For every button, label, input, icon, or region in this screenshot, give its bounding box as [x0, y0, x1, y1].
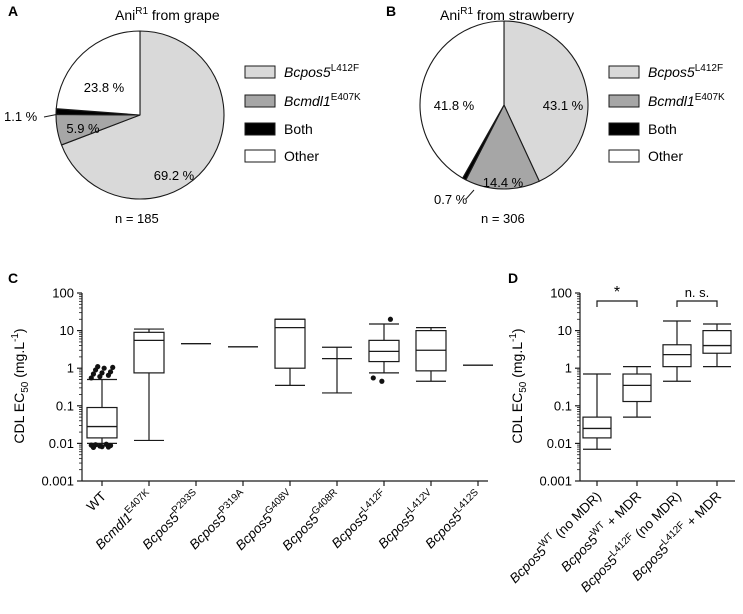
- pie-chart-strawberry: [419, 20, 589, 190]
- panel-letter-b: B: [386, 3, 396, 19]
- panel-c-box-6-outlier: [370, 375, 376, 381]
- pie-a-title-sup: R1: [135, 6, 148, 17]
- panel-d-bracket-label-0: *: [614, 284, 620, 301]
- pie-a-title-rest: from grape: [148, 7, 220, 23]
- panel-c-box-0-body: [86, 406, 118, 439]
- panel-d-ytick-label-1: 0.01: [547, 436, 572, 451]
- pie-b-slice-bcmdl1: [465, 104, 540, 190]
- panel-c-box-0-outlier: [90, 371, 97, 377]
- pie-b-slice-other: [419, 20, 505, 179]
- panel-c-box-0-outlier: [95, 364, 101, 370]
- boxplot-panel-c: 0.0010.010.1110100WTBcmdl1E407KBcpos5P29…: [41, 286, 493, 553]
- legend-b-swatch-other: [608, 149, 640, 163]
- panel-d-ytick-label-3: 1: [565, 361, 572, 376]
- panel-c-ytick-label-4: 10: [60, 323, 74, 338]
- pie-a-title: AniR1 from grape: [115, 6, 220, 23]
- panel-d-ytick-label-5: 100: [550, 286, 572, 301]
- pie-b-title-rest: from strawberry: [473, 7, 574, 23]
- legend-b-label-both: Both: [648, 121, 677, 137]
- legend-b-label-other: Other: [648, 148, 683, 164]
- panel-c-box-1-body: [133, 331, 165, 374]
- legend-a-swatch-bcmdl1: [244, 94, 276, 108]
- legend-b: Bcpos5L412F Bcmdl1E407K Both Other: [608, 63, 725, 164]
- pie-b-title: AniR1 from strawberry: [440, 6, 574, 23]
- pie-a-slice-bcpos5: [60, 30, 225, 200]
- legend-a-swatch-other: [244, 149, 276, 163]
- legend-a-label-bcmdl1: Bcmdl1E407K: [284, 92, 361, 109]
- panel-d-bracket-0: [596, 300, 638, 307]
- panel-c-box-0-outlier: [88, 375, 94, 381]
- legend-a-label-bcpos5: Bcpos5L412F: [284, 63, 359, 80]
- panel-d-box-0-body: [582, 416, 612, 439]
- panel-c-box-0-outlier: [99, 444, 105, 450]
- pie-b-n-label: n = 306: [481, 211, 525, 226]
- pie-b-both-leader: [465, 189, 475, 200]
- panel-c-ytick-label-1: 0.01: [49, 436, 74, 451]
- panel-d-ytick-label-0: 0.001: [539, 474, 572, 489]
- panel-c-box-0-outlier: [101, 365, 107, 371]
- panel-d-bracket-label-1: n. s.: [685, 285, 710, 300]
- pie-b-label-other: 41.8 %: [434, 98, 475, 113]
- pie-b-label-both: 0.7 %: [434, 192, 468, 207]
- panel-letter-c: C: [8, 270, 18, 286]
- legend-b-label-bcmdl1: Bcmdl1E407K: [648, 92, 725, 109]
- pie-a-label-bcpos5: 69.2 %: [154, 168, 195, 183]
- legend-b-swatch-both: [608, 122, 640, 136]
- legend-b-label-bcpos5: Bcpos5L412F: [648, 63, 723, 80]
- panel-c-ytick-label-0: 0.001: [41, 474, 74, 489]
- legend-a-swatch-both: [244, 122, 276, 136]
- panel-c-ylabel: CDL EC50 (mg.L-1): [10, 328, 31, 443]
- panel-c-box-0-outlier: [92, 442, 99, 448]
- panel-d-ytick-label-4: 10: [558, 323, 572, 338]
- panel-d-ytick-label-2: 0.1: [554, 398, 572, 413]
- panel-c-ytick-label-3: 1: [67, 361, 74, 376]
- pie-b-label-bcpos5: 43.1 %: [543, 98, 584, 113]
- legend-a-label-other: Other: [284, 148, 319, 164]
- pie-a-n-label: n = 185: [115, 211, 159, 226]
- pie-a-both-leader: [43, 113, 60, 118]
- panel-d-box-1-body: [622, 373, 652, 403]
- panel-c-box-4-body: [274, 318, 306, 369]
- legend-a-label-both: Both: [284, 121, 313, 137]
- pie-a-label-both: 1.1 %: [4, 109, 38, 124]
- panel-c-ytick-label-5: 100: [52, 286, 74, 301]
- pie-a-label-bcmdl1: 5.9 %: [66, 121, 100, 136]
- panel-c-box-0-outlier: [107, 442, 114, 449]
- legend-b-swatch-bcmdl1: [608, 94, 640, 108]
- pie-a-slice-other: [55, 30, 141, 116]
- panel-d-bracket-1: [676, 300, 718, 307]
- pie-b-title-main: Ani: [440, 7, 460, 23]
- pie-chart-grape: [55, 30, 225, 200]
- panel-c-box-0-outlier: [110, 364, 116, 371]
- pie-b-title-sup: R1: [460, 6, 473, 17]
- pie-b-label-bcmdl1: 14.4 %: [483, 175, 524, 190]
- legend-b-swatch-bcpos5: [608, 65, 640, 79]
- legend-a-swatch-bcpos5: [244, 65, 276, 79]
- pie-a-title-main: Ani: [115, 7, 135, 23]
- panel-c-box-6-outlier: [387, 316, 394, 322]
- pie-b-slice-bcpos5: [503, 20, 589, 182]
- pie-a-label-other: 23.8 %: [84, 80, 125, 95]
- panel-c-box-0-outlier: [107, 369, 114, 375]
- panel-c-box-6-outlier: [379, 378, 385, 384]
- panel-letter-a: A: [8, 3, 18, 19]
- panel-letter-d: D: [508, 270, 518, 286]
- legend-a: Bcpos5L412F Bcmdl1E407K Both Other: [244, 63, 361, 164]
- panel-c-ytick-label-2: 0.1: [56, 398, 74, 413]
- panel-d-ylabel: CDL EC50 (mg.L-1): [508, 328, 529, 443]
- panel-c-box-0-outlier: [99, 370, 105, 376]
- panel-c-xlabel-0: WT: [84, 489, 109, 514]
- panel-d-box-3-body: [702, 330, 732, 354]
- panel-d-box-2-body: [662, 344, 692, 368]
